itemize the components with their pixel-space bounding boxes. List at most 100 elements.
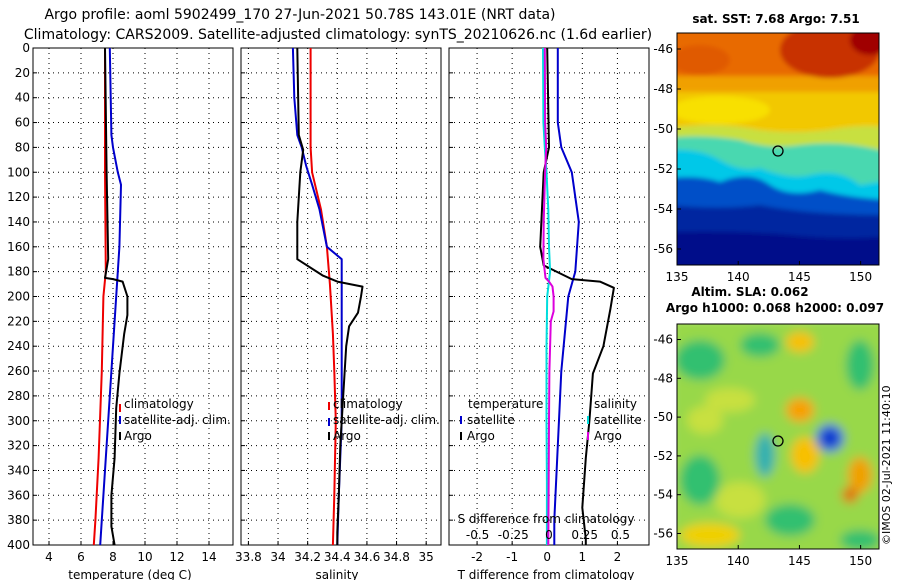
map-lat-label: -48 (653, 371, 673, 385)
map-lat-label: -50 (653, 410, 673, 424)
sst-map-title: sat. SST: 7.68 Argo: 7.51 (692, 12, 859, 26)
y-tick-label: 140 (7, 215, 30, 229)
x-tick-label: 2 (614, 550, 622, 564)
map-lat-label: -50 (653, 122, 673, 136)
series-argo (296, 47, 364, 545)
map-lat-label: -52 (653, 162, 673, 176)
salinity-xlabel: salinity (315, 568, 358, 580)
difference-legend-temperature: temperature satellite Argo (460, 397, 543, 443)
y-tick-label: 400 (7, 538, 30, 552)
legend-satellite-label: satellite-adj. clim. (124, 413, 231, 427)
temperature-lines (92, 47, 129, 546)
x-tick-label: 1 (579, 550, 587, 564)
x-tick-label: -2 (471, 550, 483, 564)
y-tick-label: 160 (7, 240, 30, 254)
legend-salinity-title: salinity (594, 397, 637, 411)
y-tick-label: 240 (7, 339, 30, 353)
y-tick-label: 180 (7, 265, 30, 279)
sst-map: sat. SST: 7.68 Argo: 7.51 -46 -48 -50 -52 -5… (653, 12, 880, 284)
y-tick-label: 300 (7, 414, 30, 428)
y-tick-label: 380 (7, 513, 30, 527)
argo-location-marker (772, 145, 784, 157)
top-x-tick-label: 0 (545, 528, 553, 542)
series-climatology (92, 48, 107, 546)
top-x-tick-label: 0.25 (571, 528, 598, 542)
series-temperature-satellite (553, 48, 580, 545)
difference-panel: -2 -1 0 1 2 T difference from climatology S … (448, 47, 650, 580)
y-tick-label: 220 (7, 314, 30, 328)
series-salinity-argo (542, 47, 555, 546)
y-tick-label: 340 (7, 463, 30, 477)
x-tick-label: 34.2 (294, 550, 321, 564)
y-tick-label: 260 (7, 364, 30, 378)
legend-satellite-label: satellite-adj. clim. (333, 413, 440, 427)
map-lon-label: 140 (727, 554, 750, 568)
temperature-axis-ticks: 0 20 40 60 80 100 120 140 160 180 200 220 240 260 280 3… (7, 41, 217, 564)
difference-xlabel: T difference from climatology (457, 568, 635, 580)
legend-argo-label: Argo (333, 429, 361, 443)
legend-temp-argo-label: Argo (467, 429, 495, 443)
y-tick-label: 280 (7, 389, 30, 403)
difference-axis-ticks: -2 -1 0 1 2 (449, 47, 622, 564)
x-tick-label: 10 (137, 550, 152, 564)
top-x-tick-label: 0.5 (611, 528, 630, 542)
y-tick-label: 40 (15, 91, 30, 105)
y-tick-label: 80 (15, 140, 30, 154)
legend-sal-argo-label: Argo (594, 429, 622, 443)
temperature-panel: 0 20 40 60 80 100 120 140 160 180 200 220 240 260 280 3… (7, 41, 234, 580)
map-lat-label: -54 (653, 202, 673, 216)
legend-climatology-label: climatology (333, 397, 403, 411)
series-climatology (309, 48, 337, 546)
legend-climatology-label: climatology (124, 397, 194, 411)
imos-credit: ©IMOS 02-Jul-2021 11:40:10 (880, 385, 893, 545)
y-tick-label: 360 (7, 488, 30, 502)
sla-map-title: Altim. SLA: 0.062 (691, 285, 808, 299)
temperature-panel-frame (32, 47, 234, 546)
series-satellite-adj-clim- (99, 47, 122, 546)
x-tick-label: 34.6 (354, 550, 381, 564)
map-lon-label: 135 (666, 554, 689, 568)
map-lon-label: 135 (666, 270, 689, 284)
salinity-legend: climatology satellite-adj. clim. Argo (328, 397, 440, 443)
temperature-grid (33, 48, 233, 545)
map-lon-label: 150 (849, 554, 872, 568)
legend-temperature-title: temperature (468, 397, 543, 411)
series-argo (104, 47, 129, 546)
sla-map-frame (676, 323, 880, 550)
header-title: Argo profile: aoml 5902499_170 27-Jun-20… (44, 7, 555, 23)
y-tick-label: 0 (22, 41, 30, 55)
x-tick-label: 34 (270, 550, 285, 564)
map-lon-label: 145 (788, 554, 811, 568)
x-tick-label: 4 (45, 550, 53, 564)
legend-temp-satellite-label: satellite (467, 413, 515, 427)
sla-map-ticks: -46 -48 -50 -52 -54 -56 135 140 145 150 (653, 333, 872, 568)
map-lat-label: -56 (653, 526, 673, 540)
y-tick-label: 120 (7, 190, 30, 204)
x-tick-label: 0 (543, 550, 551, 564)
x-tick-label: 8 (109, 550, 117, 564)
y-tick-label: 100 (7, 165, 30, 179)
map-lat-label: -56 (653, 242, 673, 256)
map-lon-label: 145 (788, 270, 811, 284)
map-lat-label: -54 (653, 488, 673, 502)
map-lat-label: -52 (653, 449, 673, 463)
series-temperature-argo (539, 47, 615, 545)
salinity-panel-frame (240, 47, 442, 546)
x-tick-label: 34.4 (324, 550, 351, 564)
temperature-legend: climatology satellite-adj. clim. Argo (119, 397, 231, 443)
difference-lines (539, 47, 615, 546)
header-subtitle: Climatology: CARS2009. Satellite-adjuste… (24, 27, 652, 43)
y-tick-label: 60 (15, 116, 30, 130)
difference-legend-salinity: salinity satellite Argo (587, 397, 642, 443)
sst-map-ticks: -46 -48 -50 -52 -54 -56 135 140 145 150 (653, 42, 872, 284)
argo-location-marker (772, 435, 784, 447)
map-lat-label: -48 (653, 82, 673, 96)
sla-map: Altim. SLA: 0.062 Argo h1000: 0.068 h200… (653, 285, 884, 568)
x-tick-label: 12 (169, 550, 184, 564)
sla-map-subtitle: Argo h1000: 0.068 h2000: 0.097 (666, 301, 884, 315)
y-tick-label: 20 (15, 66, 30, 80)
top-x-tick-label: -0.5 (466, 528, 489, 542)
salinity-lines (291, 47, 364, 546)
x-tick-label: -1 (506, 550, 518, 564)
